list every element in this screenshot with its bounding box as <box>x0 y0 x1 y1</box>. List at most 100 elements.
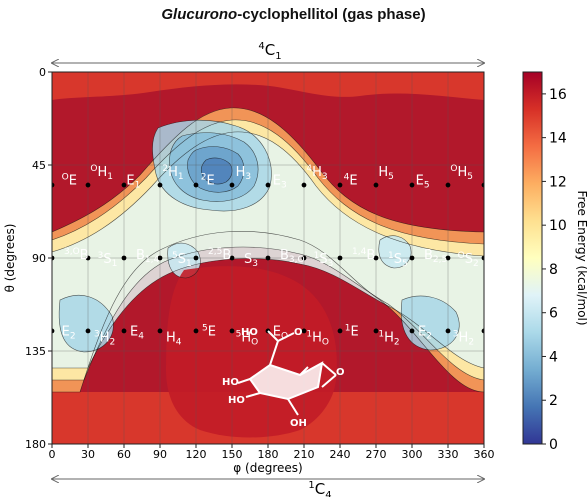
sample-point-4 <box>193 182 199 188</box>
sample-point-14 <box>85 255 91 261</box>
x-axis-ticks: 0 30 60 90 120 150 180 210 240 270 300 330 360 <box>49 444 495 461</box>
conformer-label-31: 1HO <box>306 330 329 348</box>
x-tick-label-10: 300 <box>402 448 423 461</box>
sample-point-10 <box>409 182 415 188</box>
conformer-label-25: 3H2 <box>94 330 115 348</box>
conformer-label-21: 1S5 <box>388 251 408 269</box>
sample-point-22 <box>373 255 379 261</box>
y-axis-label: θ (degrees) <box>3 224 17 293</box>
sample-point-36 <box>409 328 415 334</box>
molecule-label-o-top: O <box>294 327 303 338</box>
sample-point-24 <box>445 255 451 261</box>
sample-point-12 <box>481 182 484 188</box>
sample-point-15 <box>121 255 127 261</box>
molecule-label-o-epoxide: O <box>336 367 345 378</box>
energy-band-4 <box>401 296 460 350</box>
conformer-label-30: EO <box>273 324 288 341</box>
conformer-label-23: OS2 <box>458 251 479 269</box>
sample-points <box>52 182 484 334</box>
x-tick-label-0: 0 <box>49 448 56 461</box>
conformer-label-4: 2E <box>201 172 215 188</box>
x-axis-label: φ (degrees) <box>233 461 302 475</box>
molecule-ring <box>248 361 324 401</box>
contour-line-4 <box>400 295 460 351</box>
y-axis-ticks: 0 45 90 135 180 <box>25 66 52 451</box>
sample-point-33 <box>301 328 307 334</box>
contour-line-8 <box>200 157 233 185</box>
conformer-label-9: H5 <box>378 165 394 182</box>
molecule-label-oh: OH <box>290 418 307 429</box>
sample-point-28 <box>121 328 127 334</box>
conformer-label-17: S3 <box>244 252 258 269</box>
energy-band-3 <box>59 295 114 352</box>
colorbar-tick-label-0: 0 <box>549 437 558 453</box>
colorbar-tick-label-2: 4 <box>549 349 558 365</box>
conformer-label-2: E1 <box>126 173 140 190</box>
sample-point-7 <box>301 182 307 188</box>
conformer-label-26: E4 <box>130 324 144 341</box>
molecule-label-ho-top: HO <box>241 327 258 338</box>
conformer-label-6: E3 <box>273 173 287 190</box>
conformer-label-29: 5HO <box>236 330 259 348</box>
sample-point-27 <box>85 328 91 334</box>
x-tick-label-5: 150 <box>222 448 243 461</box>
sample-point-38 <box>481 328 484 334</box>
x-tick-label-1: 30 <box>81 448 95 461</box>
x-tick-label-11: 330 <box>438 448 459 461</box>
conformer-label-11: OH5 <box>450 164 473 182</box>
conformer-labels: OE OH1 E1 2H1 2E H3 E3 4H3 4E H5 E5 OH5 3,OB 3S1 B1,4 5… <box>62 164 479 347</box>
sample-point-35 <box>373 328 379 334</box>
conformer-label-3: 2H1 <box>162 164 183 182</box>
energy-band-8 <box>201 157 233 185</box>
contour-line-7 <box>187 146 245 193</box>
colorbar-tick-label-8: 16 <box>549 87 567 103</box>
sample-point-16 <box>157 255 163 261</box>
colorbar-tick-label-7: 14 <box>549 131 567 147</box>
colorbar-tick-label-6: 12 <box>549 174 567 190</box>
bottom-conformation-label: 1C4 <box>308 480 331 497</box>
sample-point-6 <box>265 182 271 188</box>
conformer-label-24: E2 <box>62 324 76 341</box>
sample-point-8 <box>337 182 343 188</box>
sample-point-20 <box>301 255 307 261</box>
sample-point-2 <box>121 182 127 188</box>
conformer-label-19: 1S3 <box>314 251 334 269</box>
conformer-label-28: 5E <box>202 323 216 339</box>
contour-line-0 <box>52 107 484 393</box>
x-tick-label-12: 360 <box>474 448 495 461</box>
x-tick-label-3: 90 <box>153 448 167 461</box>
sample-point-34 <box>337 328 343 334</box>
sample-point-5 <box>229 182 235 188</box>
conformer-label-34: E2 <box>418 324 432 341</box>
conformer-label-15: 5S1 <box>172 251 192 269</box>
top-conformation-label: 4C1 <box>258 41 281 62</box>
contour-line-10 <box>378 235 412 269</box>
sample-point-11 <box>445 182 451 188</box>
conformer-label-35: 3H2 <box>453 330 474 348</box>
x-tick-label-2: 60 <box>117 448 131 461</box>
y-tick-label-2: 90 <box>32 252 46 265</box>
y-tick-label-1: 45 <box>32 159 46 172</box>
sample-point-13 <box>52 255 55 261</box>
sample-point-17 <box>193 255 199 261</box>
colorbar-tick-label-1: 2 <box>549 393 558 409</box>
sample-point-18 <box>229 255 235 261</box>
conformer-label-14: B1,4 <box>136 248 160 265</box>
colorbar-ticks: 0 2 4 6 8 10 12 14 16 <box>542 87 567 453</box>
conformer-label-32: 1E <box>345 323 359 339</box>
conformer-label-20: 1,4B <box>352 247 375 263</box>
y-tick-label-3: 135 <box>25 345 46 358</box>
contour-line-5 <box>152 119 272 212</box>
colorbar-label: Free Energy (kcal/mol) <box>575 190 587 325</box>
chart-title-italic: Glucurono <box>161 6 238 23</box>
molecule-bonds <box>237 330 337 416</box>
conformer-label-16: 2,5B <box>208 247 231 263</box>
conformer-label-10: E5 <box>416 173 430 190</box>
colorbar <box>522 71 543 445</box>
sample-point-25 <box>481 255 484 261</box>
sample-point-23 <box>409 255 415 261</box>
chart-title: Glucurono-cyclophellitol (gas phase) <box>0 6 587 23</box>
sample-point-37 <box>445 328 451 334</box>
